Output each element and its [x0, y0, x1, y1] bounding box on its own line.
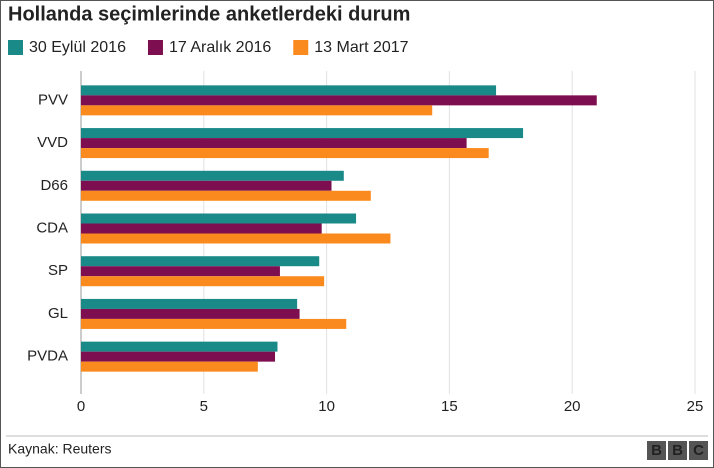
y-tick-label: SP [48, 262, 68, 279]
y-tick-label: PVDA [27, 348, 68, 365]
bar [81, 361, 258, 372]
bar [81, 298, 298, 309]
bar [81, 256, 320, 267]
bar [81, 233, 391, 244]
logo-letter: B [651, 442, 662, 459]
legend-label: 17 Aralık 2016 [169, 39, 271, 56]
bar [81, 308, 300, 319]
source: Kaynak: Reuters [8, 441, 112, 457]
bar [81, 351, 276, 362]
bar [81, 318, 347, 329]
bar [81, 266, 280, 277]
bar [81, 190, 371, 201]
legend-swatch [293, 40, 309, 55]
legend-swatch [8, 40, 23, 55]
x-tick-label: 5 [200, 398, 208, 415]
x-tick-label: 25 [687, 398, 704, 415]
x-tick-label: 15 [441, 398, 458, 415]
x-tick-label: 0 [77, 398, 85, 415]
logo-box [689, 441, 708, 460]
legend-label: 13 Mart 2017 [314, 39, 408, 56]
bar [81, 95, 597, 106]
bar [81, 128, 524, 139]
bar [81, 148, 489, 159]
logo-box [647, 441, 666, 460]
chart-title: Hollanda seçimlerinde anketlerdeki durum [8, 3, 410, 25]
y-tick-label: GL [48, 305, 68, 322]
logo-box [668, 441, 687, 460]
y-tick-label: CDA [36, 219, 68, 236]
legend-swatch [147, 40, 163, 55]
legend-label: 30 Eylül 2016 [29, 39, 126, 56]
logo-letter: B [672, 442, 683, 459]
y-tick-label: D66 [40, 177, 68, 194]
bar [81, 276, 325, 287]
bar [81, 213, 357, 224]
bar [81, 85, 497, 96]
x-tick-label: 10 [318, 398, 335, 415]
bar [81, 341, 278, 352]
x-tick-label: 20 [564, 398, 581, 415]
y-tick-label: VVD [37, 134, 68, 151]
bar [81, 105, 433, 116]
y-tick-label: PVV [38, 91, 68, 108]
bar [81, 180, 332, 191]
bar [81, 223, 322, 234]
logo-letter: C [693, 442, 704, 459]
bar [81, 138, 467, 149]
bar [81, 170, 344, 181]
